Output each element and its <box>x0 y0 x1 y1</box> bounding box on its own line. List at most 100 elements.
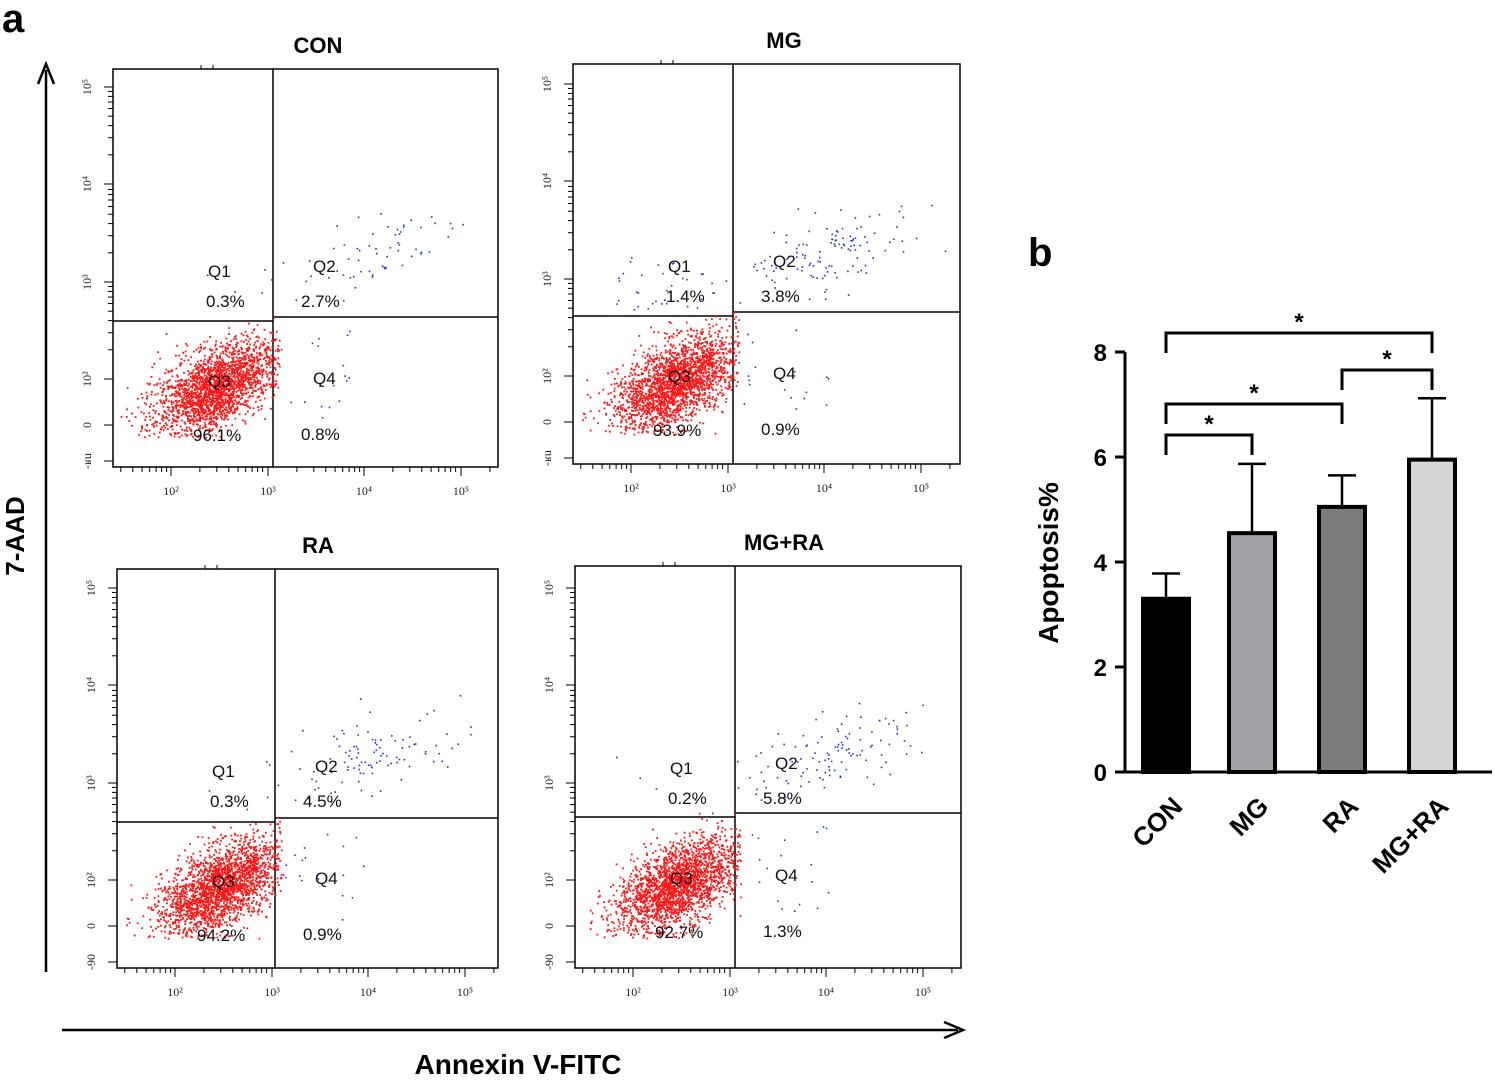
live-cell-point <box>633 419 636 422</box>
live-cell-point <box>231 391 234 393</box>
live-cell-point <box>675 400 678 403</box>
shared-x-axis <box>62 1020 967 1040</box>
live-cell-point <box>653 432 655 435</box>
live-cell-point <box>647 399 650 402</box>
live-cell-point <box>213 408 216 411</box>
live-cell-point <box>656 378 659 380</box>
live-cell-point <box>200 411 203 414</box>
x-tick-label: 10⁴ <box>356 484 372 498</box>
live-cell-point <box>696 393 699 396</box>
live-cell-point <box>235 385 238 387</box>
live-cell-point <box>666 360 669 363</box>
live-cell-point <box>672 356 675 358</box>
live-cell-point <box>686 381 689 383</box>
live-cell-point <box>651 421 654 423</box>
live-cell-point <box>270 360 273 363</box>
live-cell-point <box>692 366 695 368</box>
live-cell-point <box>719 318 721 320</box>
live-cell-point <box>177 410 179 413</box>
live-cell-point <box>723 378 726 381</box>
live-cell-point <box>246 372 248 374</box>
live-cell-point <box>171 417 174 420</box>
live-cell-point <box>152 409 155 412</box>
live-cell-point <box>711 343 714 346</box>
live-cell-point <box>677 418 679 421</box>
live-cell-point <box>157 925 160 928</box>
apoptotic-cell-point <box>712 292 714 294</box>
apoptotic-cell-point <box>838 243 841 246</box>
live-cell-point <box>695 394 698 397</box>
apoptotic-cell-point <box>847 270 849 273</box>
apoptotic-cell-point <box>773 270 775 272</box>
live-cell-point <box>244 422 247 425</box>
live-cell-point <box>218 401 221 404</box>
live-cell-point <box>243 385 246 388</box>
live-cell-point <box>263 357 266 359</box>
live-cell-point <box>177 383 180 386</box>
y-tick-label: 10⁴ <box>80 176 94 192</box>
live-cell-point <box>175 354 177 357</box>
apoptotic-cell-point <box>849 249 852 252</box>
live-cell-point <box>226 346 229 349</box>
live-cell-point <box>625 382 627 385</box>
live-cell-point <box>675 388 678 391</box>
live-cell-point <box>692 363 695 366</box>
shared-y-axis <box>36 60 56 972</box>
apoptotic-cell-point <box>840 209 842 211</box>
live-cell-point <box>224 402 226 405</box>
live-cell-point <box>630 409 633 412</box>
live-cell-point <box>709 327 711 329</box>
live-cell-point <box>200 347 203 350</box>
live-cell-point <box>628 387 631 390</box>
live-cell-point <box>190 397 193 400</box>
live-cell-point <box>203 843 206 846</box>
live-cell-point <box>206 399 209 401</box>
live-cell-point <box>211 355 213 358</box>
live-cell-point <box>252 371 255 374</box>
live-cell-point <box>191 403 194 405</box>
live-cell-point <box>692 329 695 332</box>
apoptotic-cell-point <box>686 305 689 308</box>
live-cell-point <box>637 391 640 394</box>
live-cell-point <box>630 397 632 400</box>
live-cell-point <box>720 326 723 329</box>
live-cell-point <box>691 357 693 360</box>
live-cell-point <box>678 367 680 370</box>
live-cell-point <box>209 336 211 338</box>
live-cell-point <box>709 397 711 399</box>
live-cell-point <box>221 358 223 361</box>
live-cell-point <box>166 889 169 892</box>
live-cell-point <box>679 376 681 379</box>
live-cell-point <box>701 381 704 384</box>
live-cell-point <box>250 365 252 367</box>
live-cell-point <box>711 387 714 390</box>
apoptotic-cell-point <box>321 417 324 419</box>
live-cell-point <box>631 397 634 399</box>
live-cell-point <box>185 404 187 406</box>
live-cell-point <box>195 368 197 370</box>
live-cell-point <box>226 355 229 357</box>
live-cell-point <box>215 371 218 374</box>
live-cell-point <box>720 359 723 362</box>
live-cell-point <box>689 359 692 361</box>
live-cell-point <box>224 385 226 388</box>
live-cell-point <box>202 401 205 404</box>
apoptotic-cell-point <box>860 269 863 272</box>
live-cell-point <box>243 363 245 365</box>
live-cell-point <box>220 382 223 384</box>
live-cell-point <box>697 394 699 397</box>
live-cell-point <box>667 404 669 407</box>
live-cell-point <box>265 370 267 373</box>
live-cell-point <box>673 363 675 365</box>
apoptotic-cell-point <box>902 251 905 253</box>
live-cell-point <box>213 411 216 414</box>
live-cell-point <box>673 402 675 404</box>
live-cell-point <box>251 392 254 395</box>
live-cell-point <box>716 360 719 362</box>
live-cell-point <box>187 373 190 376</box>
live-cell-point <box>703 345 706 347</box>
live-cell-point <box>270 354 273 357</box>
live-cell-point <box>673 418 675 421</box>
x-tick-label: 10⁴ <box>360 985 376 999</box>
